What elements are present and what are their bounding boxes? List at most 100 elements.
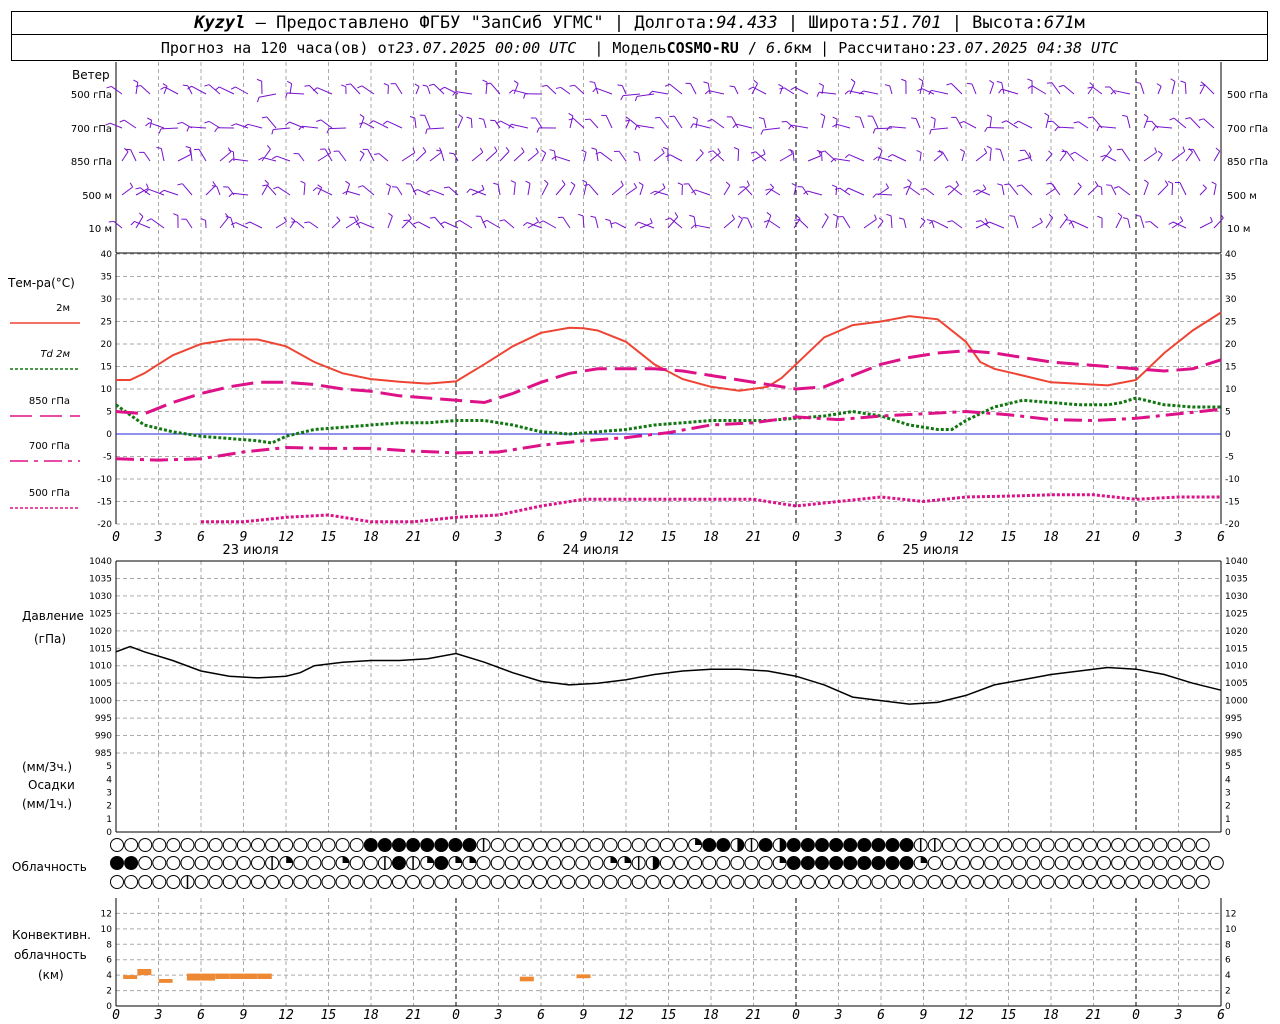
wind-barb-flag bbox=[439, 221, 445, 225]
wind-barb bbox=[712, 150, 725, 162]
wind-barb bbox=[1179, 182, 1187, 196]
cloud-cell-full bbox=[124, 856, 138, 870]
wind-barb-flag bbox=[662, 183, 666, 189]
wind-barb-flag bbox=[898, 217, 905, 220]
wind-barb bbox=[737, 184, 750, 196]
wind-barb-flag bbox=[243, 123, 249, 128]
wind-barb-flag bbox=[177, 121, 183, 125]
wind-barb bbox=[1017, 156, 1032, 162]
wind-barb bbox=[574, 84, 585, 95]
wind-barb-flag bbox=[1065, 219, 1071, 221]
conv-bar bbox=[519, 976, 534, 982]
wind-barb-flag bbox=[513, 80, 519, 84]
wind-barb bbox=[1031, 85, 1047, 95]
cloud-cell bbox=[617, 838, 632, 852]
wind-barb bbox=[1155, 126, 1173, 129]
cloud-cell bbox=[547, 856, 562, 870]
wind-barb bbox=[1051, 82, 1061, 95]
wind-barb-flag bbox=[634, 125, 638, 131]
temp-xtick: 21 bbox=[1086, 530, 1102, 545]
wind-barb-flag bbox=[212, 181, 217, 186]
conv-xtick: 6 bbox=[877, 1008, 885, 1023]
wind-barb bbox=[148, 188, 165, 196]
wind-barb-flag bbox=[955, 180, 959, 186]
temp-xtick: 6 bbox=[537, 530, 545, 545]
precip-ytick: 0 bbox=[106, 828, 112, 838]
cloud-cell bbox=[730, 875, 745, 889]
wind-barb-flag bbox=[422, 84, 428, 87]
wind-barb bbox=[793, 185, 797, 196]
wind-barb-flag bbox=[146, 218, 152, 222]
wind-barb-flag bbox=[505, 147, 510, 152]
wind-barb-flag bbox=[1180, 80, 1186, 84]
cloud-cell bbox=[1153, 875, 1168, 889]
wind-barb bbox=[977, 189, 991, 196]
wind-barb bbox=[190, 147, 193, 162]
cloud-cell-full bbox=[406, 838, 420, 852]
wind-barb bbox=[417, 189, 431, 196]
temp-ytick: 35 bbox=[1225, 273, 1236, 283]
wind-barb-flag bbox=[947, 220, 953, 223]
temp-xtick: 3 bbox=[834, 530, 843, 545]
wind-barb bbox=[835, 119, 838, 129]
cloud-cell bbox=[533, 875, 547, 889]
wind-barb bbox=[1157, 153, 1163, 162]
wind-barb-flag bbox=[569, 84, 575, 87]
wind-barb bbox=[877, 220, 884, 229]
cloud-cell bbox=[222, 856, 237, 870]
cloud-cell bbox=[194, 875, 209, 889]
wind-barb-flag bbox=[818, 151, 822, 157]
wind-barb bbox=[765, 187, 774, 196]
wind-barb bbox=[363, 122, 375, 129]
wind-barb bbox=[1203, 118, 1215, 129]
conv-bar bbox=[576, 974, 591, 979]
wind-barb bbox=[287, 92, 305, 95]
wind-barb-flag bbox=[285, 92, 288, 98]
wind-barb-flag bbox=[605, 218, 611, 222]
cloud-cell bbox=[998, 838, 1013, 852]
wind-barb-flag bbox=[541, 149, 546, 154]
conv-bar bbox=[186, 973, 201, 981]
wind-barb-flag bbox=[1122, 217, 1128, 220]
wind-barb-flag bbox=[590, 215, 596, 218]
wind-barb-flag bbox=[1117, 212, 1123, 217]
wind-barb-flag bbox=[1096, 126, 1100, 132]
cloud-cell bbox=[1026, 838, 1041, 852]
cloud-cell bbox=[434, 875, 449, 889]
wind-barb bbox=[373, 120, 389, 129]
wind-barb bbox=[448, 186, 459, 196]
pressure-ytick: 1030 bbox=[89, 592, 112, 602]
temp-xtick: 18 bbox=[1043, 530, 1059, 545]
wind-barb bbox=[731, 116, 739, 129]
wind-barb-flag bbox=[1100, 154, 1106, 158]
wind-barb-flag bbox=[422, 147, 427, 152]
wind-barb-flag bbox=[704, 90, 710, 95]
wind-barb-flag bbox=[664, 83, 670, 87]
wind-barb-flag bbox=[541, 84, 547, 87]
cloud-cell-quarter bbox=[695, 838, 702, 845]
wind-barb-flag bbox=[211, 185, 217, 188]
wind-barb bbox=[527, 152, 539, 162]
wind-barb-flag bbox=[458, 114, 463, 118]
wind-barb bbox=[723, 185, 731, 196]
wind-barb bbox=[971, 83, 977, 95]
wind-level-label: 850 гПа bbox=[71, 157, 112, 168]
wind-barb-flag bbox=[742, 217, 748, 219]
conv-xtick: 12 bbox=[958, 1008, 974, 1023]
wind-barb bbox=[1213, 184, 1217, 196]
cloud-cell bbox=[462, 875, 477, 889]
pressure-ytick: 1005 bbox=[89, 679, 112, 689]
cloud-cell-full bbox=[434, 856, 448, 870]
cloud-cell bbox=[1209, 856, 1224, 870]
wind-barb bbox=[111, 86, 123, 95]
wind-barb bbox=[1157, 184, 1169, 196]
wind-barb-flag bbox=[298, 125, 303, 131]
cloud-cell-quarter bbox=[286, 856, 293, 863]
wind-barb-flag bbox=[214, 127, 219, 133]
temp-ytick: 40 bbox=[1225, 250, 1237, 260]
wind-barb-flag bbox=[1028, 152, 1032, 158]
cloud-cell-full bbox=[716, 838, 730, 852]
wind-barb-flag bbox=[591, 147, 597, 150]
wind-barb bbox=[734, 86, 739, 95]
